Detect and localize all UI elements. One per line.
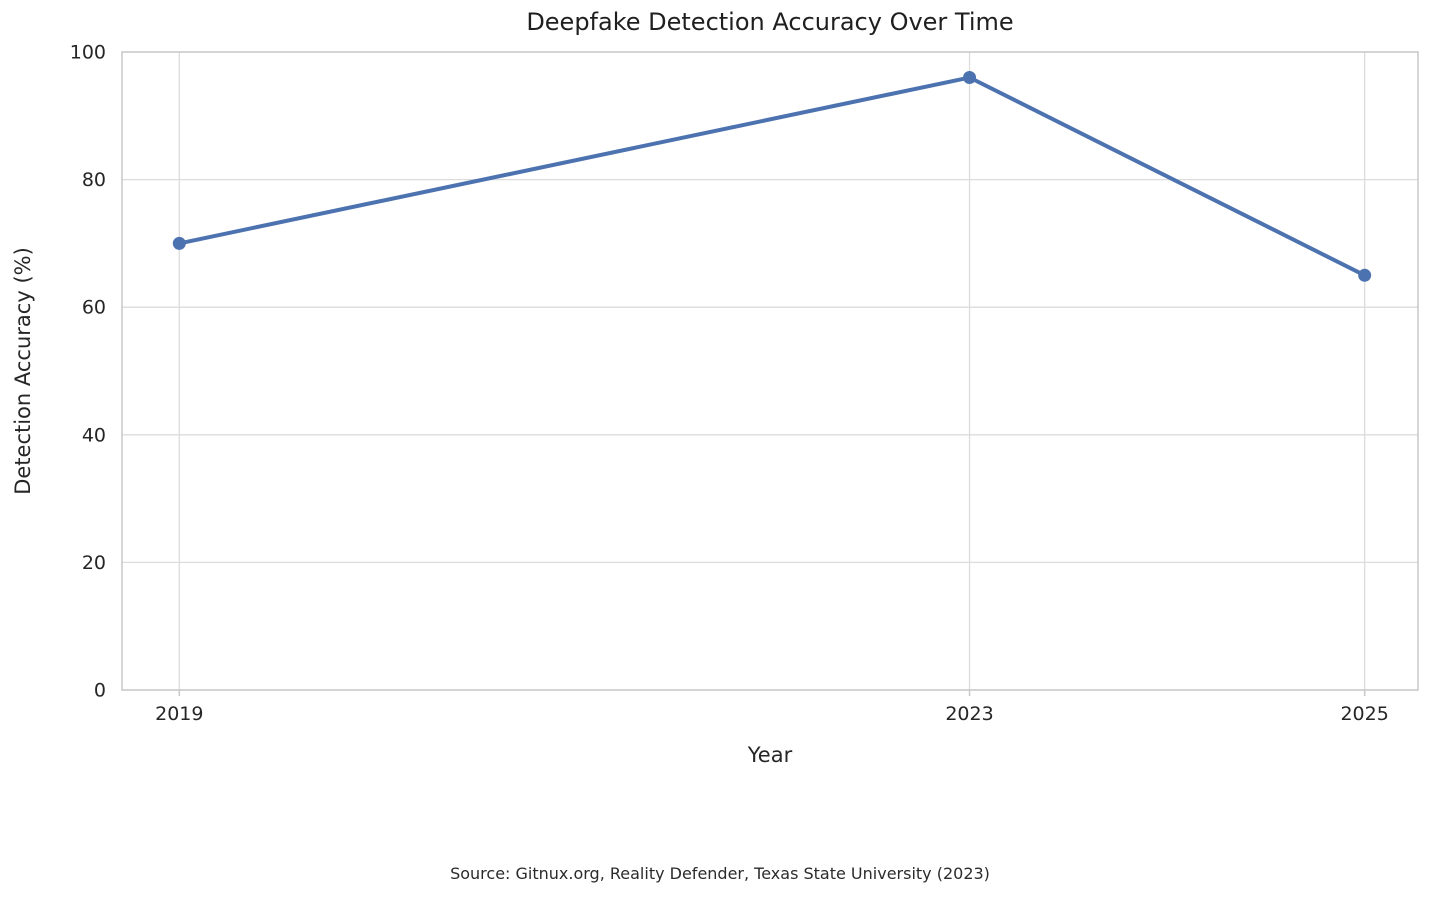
y-tick-label: 40 xyxy=(82,424,106,446)
x-tick-label: 2019 xyxy=(155,703,203,725)
y-tick-label: 100 xyxy=(70,42,106,64)
chart-title: Deepfake Detection Accuracy Over Time xyxy=(526,8,1014,36)
chart-layers: 2019 2023 2025 0 20 40 60 80 100 xyxy=(70,42,1419,725)
data-point-marker xyxy=(172,236,186,250)
y-tick-label: 20 xyxy=(82,552,106,574)
source-note: Source: Gitnux.org, Reality Defender, Te… xyxy=(450,864,990,883)
data-point-marker xyxy=(1358,268,1372,282)
x-tick-label: 2023 xyxy=(945,703,993,725)
y-tick-label: 80 xyxy=(82,169,106,191)
plot-border xyxy=(121,51,1419,691)
data-point-marker xyxy=(963,71,977,85)
y-axis-label: Detection Accuracy (%) xyxy=(11,247,35,495)
x-axis-label: Year xyxy=(747,743,793,767)
data-line xyxy=(177,75,1367,278)
x-tick-label: 2025 xyxy=(1340,703,1388,725)
y-tick-label: 60 xyxy=(82,297,106,319)
y-tick-label: 0 xyxy=(94,680,106,702)
